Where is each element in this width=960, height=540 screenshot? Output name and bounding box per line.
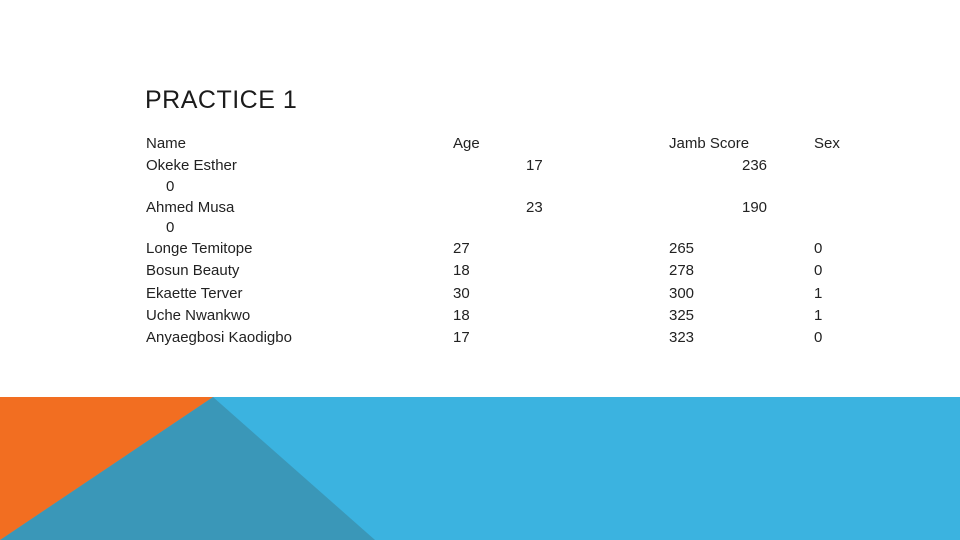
cell-jamb-score: 190 bbox=[742, 199, 768, 216]
cell-name: Longe Temitope bbox=[146, 240, 253, 257]
cell-sex: 1 bbox=[814, 307, 823, 324]
cell-jamb-score: 300 bbox=[669, 285, 695, 302]
cell-age: 17 bbox=[453, 329, 470, 346]
cell-name-overflow: 0 bbox=[166, 219, 175, 236]
cell-age: 30 bbox=[453, 285, 470, 302]
cell-jamb-score: 278 bbox=[669, 262, 695, 279]
header-name: Name bbox=[146, 135, 187, 152]
header-age: Age bbox=[453, 135, 480, 152]
cell-sex: 1 bbox=[814, 285, 823, 302]
footer-orange-triangle bbox=[0, 397, 213, 540]
cell-age: 17 bbox=[526, 157, 543, 174]
cell-name: Okeke Esther bbox=[146, 157, 237, 174]
cell-sex: 0 bbox=[814, 262, 823, 279]
cell-name: Bosun Beauty bbox=[146, 262, 240, 279]
cell-jamb-score: 265 bbox=[669, 240, 695, 257]
cell-age: 18 bbox=[453, 262, 470, 279]
cell-age: 23 bbox=[526, 199, 543, 216]
cell-name: Ekaette Terver bbox=[146, 285, 243, 302]
cell-age: 27 bbox=[453, 240, 470, 257]
slide-title: PRACTICE 1 bbox=[145, 86, 298, 114]
cell-name: Ahmed Musa bbox=[146, 199, 235, 216]
cell-sex: 0 bbox=[814, 240, 823, 257]
cell-age: 18 bbox=[453, 307, 470, 324]
cell-name-overflow: 0 bbox=[166, 178, 175, 195]
cell-jamb-score: 323 bbox=[669, 329, 695, 346]
cell-name: Anyaegbosi Kaodigbo bbox=[146, 329, 292, 346]
header-sex: Sex bbox=[814, 135, 840, 152]
cell-jamb-score: 236 bbox=[742, 157, 768, 174]
footer-teal-triangle bbox=[0, 397, 375, 540]
header-jamb-score: Jamb Score bbox=[669, 135, 750, 152]
cell-sex: 0 bbox=[814, 329, 823, 346]
cell-name: Uche Nwankwo bbox=[146, 307, 251, 324]
cell-jamb-score: 325 bbox=[669, 307, 695, 324]
